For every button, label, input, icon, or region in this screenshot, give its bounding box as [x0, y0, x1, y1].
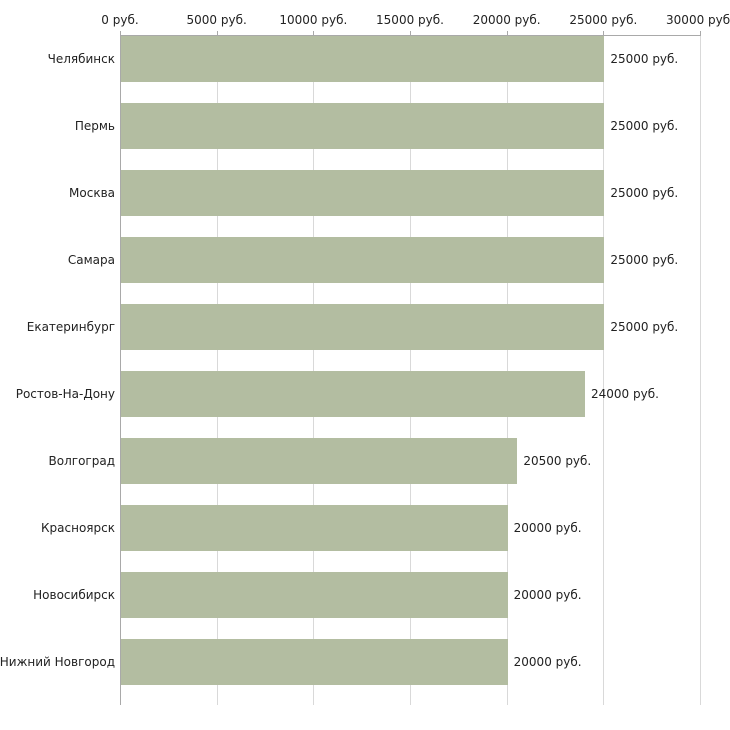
category-label: Красноярск: [41, 521, 115, 535]
value-label: 20000 руб.: [513, 588, 582, 602]
x-tick-label: 0 руб.: [101, 13, 139, 27]
category-label: Новосибирск: [33, 588, 115, 602]
value-label: 25000 руб.: [610, 253, 679, 267]
value-label: 25000 руб.: [610, 52, 679, 66]
category-label: Волгоград: [48, 454, 115, 468]
value-label: 20000 руб.: [513, 655, 582, 669]
bar: [121, 304, 605, 350]
category-label: Челябинск: [47, 52, 115, 66]
category-label: Москва: [69, 186, 115, 200]
value-label: 25000 руб.: [610, 320, 679, 334]
value-label: 25000 руб.: [610, 186, 679, 200]
x-tick-mark: [313, 31, 315, 35]
x-tick-label: 15000 руб.: [376, 13, 444, 27]
x-tick-mark: [216, 31, 218, 35]
bar: [121, 572, 508, 618]
x-tick-label: 30000 руб.: [666, 13, 730, 27]
value-label: 20000 руб.: [513, 521, 582, 535]
value-label: 25000 руб.: [610, 119, 679, 133]
x-axis-line: [120, 35, 701, 36]
x-tick-mark: [120, 31, 121, 35]
x-tick-mark: [603, 31, 605, 35]
x-tick-label: 5000 руб.: [186, 13, 247, 27]
gridline: [603, 35, 605, 705]
x-tick-label: 20000 руб.: [472, 13, 541, 27]
value-label: 24000 руб.: [591, 387, 659, 401]
x-tick-label: 25000 руб.: [569, 13, 638, 27]
bar: [121, 639, 508, 685]
gridline: [410, 35, 411, 705]
gridline: [506, 35, 508, 705]
category-label: Нижний Новгород: [0, 655, 115, 669]
y-axis-line: [120, 35, 121, 705]
category-label: Пермь: [74, 119, 115, 133]
x-tick-label: 10000 руб.: [279, 13, 348, 27]
value-label: 20500 руб.: [523, 454, 592, 468]
x-tick-mark: [700, 31, 701, 35]
x-tick-mark: [410, 31, 411, 35]
bar: [121, 505, 508, 551]
bar: [121, 170, 605, 216]
bar: [121, 103, 605, 149]
category-label: Екатеринбург: [26, 320, 115, 334]
category-label: Самара: [67, 253, 115, 267]
gridline: [216, 35, 218, 705]
gridline: [313, 35, 315, 705]
x-tick-mark: [506, 31, 508, 35]
bar: [121, 36, 605, 82]
gridline: [700, 35, 701, 705]
bar: [121, 438, 518, 484]
bar: [121, 371, 585, 417]
bar: [121, 237, 605, 283]
category-label: Ростов-На-Дону: [15, 387, 115, 401]
